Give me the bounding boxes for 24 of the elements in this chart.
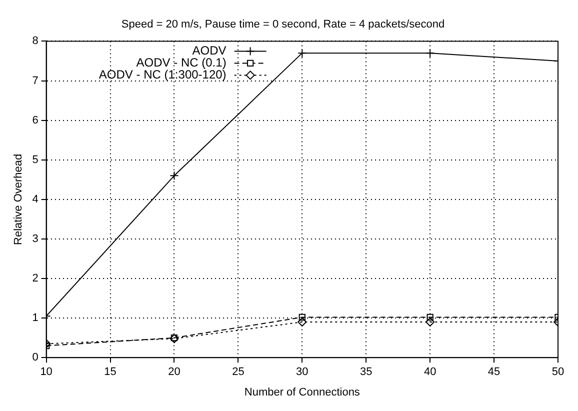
y-tick-label: 6 [32, 114, 38, 126]
y-axis-title: Relative Overhead [12, 154, 25, 245]
x-tick-label: 10 [40, 366, 52, 378]
y-tick-label: 5 [32, 154, 38, 166]
y-tick-label: 8 [32, 35, 38, 48]
legend-label: AODV [192, 44, 226, 58]
x-tick-label: 45 [488, 366, 500, 378]
x-tick-label: 30 [296, 366, 308, 378]
x-tick-label: 35 [360, 366, 372, 378]
y-tick-label: 1 [32, 312, 38, 324]
chart-title: Speed = 20 m/s, Pause time = 0 second, Rate = 4 packets/second [121, 18, 445, 31]
y-tick-label: 2 [32, 272, 38, 285]
y-tick-label: 3 [32, 232, 38, 245]
y-tick-label: 4 [32, 193, 38, 206]
y-tick-label: 7 [32, 74, 38, 87]
legend-label: AODV - NC (0.1) [136, 56, 226, 70]
x-tick-label: 20 [168, 366, 180, 378]
legend-label: AODV - NC (1:300-120) [98, 68, 226, 82]
y-tick-label: 0 [32, 352, 38, 364]
x-tick-label: 40 [424, 366, 436, 378]
x-tick-label: 25 [232, 366, 244, 378]
x-axis-title: Number of Connections [244, 386, 360, 398]
x-tick-label: 50 [552, 366, 564, 378]
x-tick-label: 15 [104, 366, 116, 378]
